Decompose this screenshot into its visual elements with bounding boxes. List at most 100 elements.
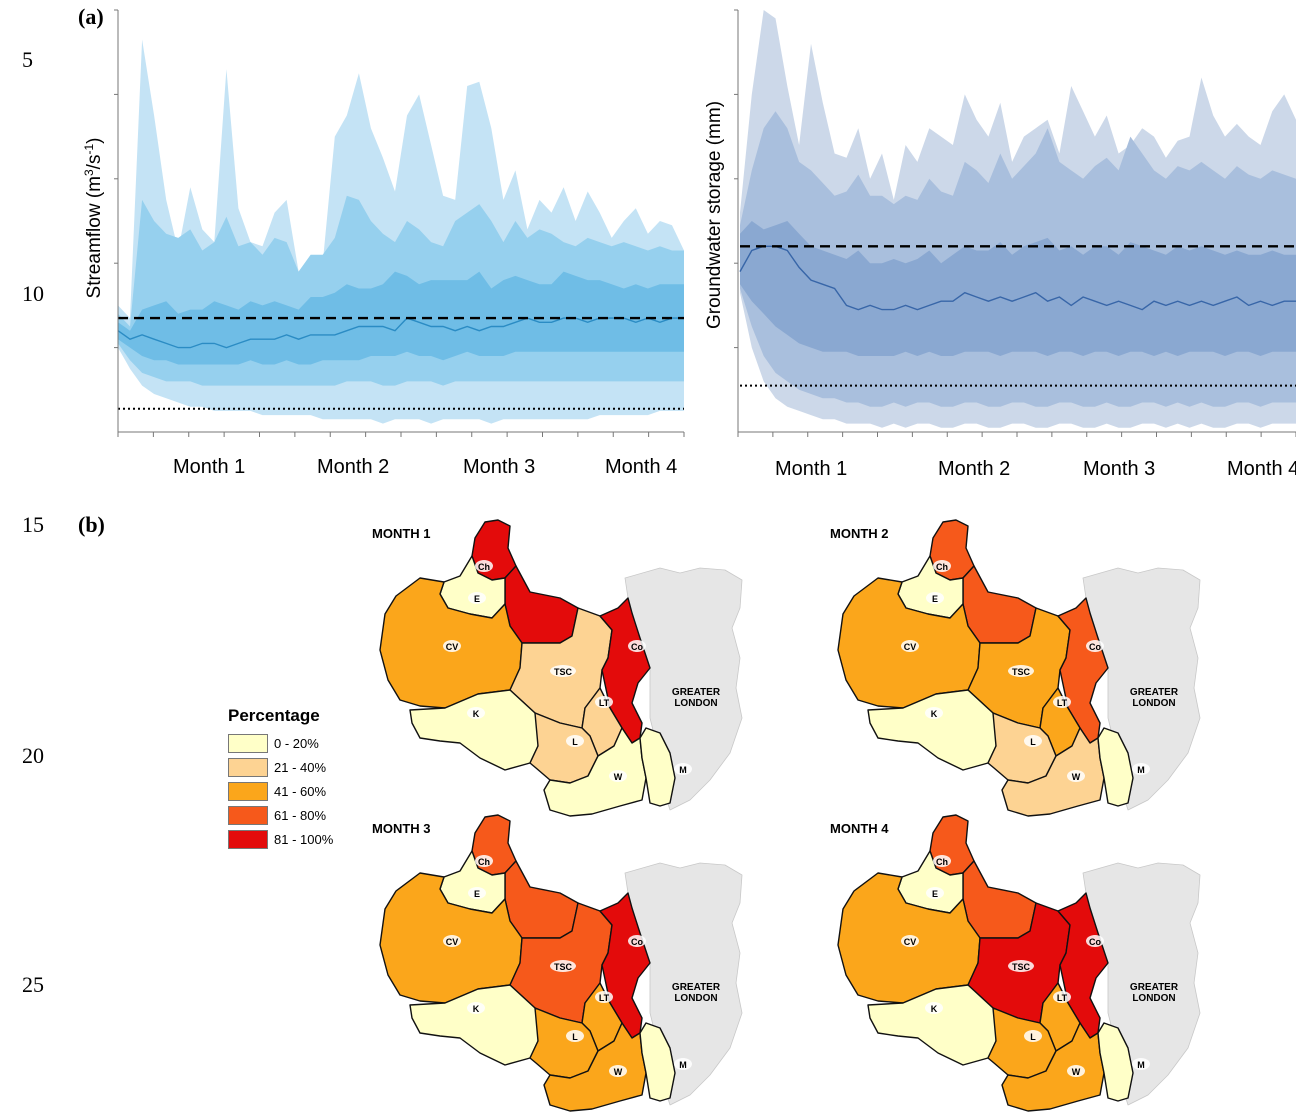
x-tick-label: Month 1 (775, 458, 847, 480)
inner-band (740, 221, 1296, 356)
greater-london-label-line1: GREATER (1130, 687, 1179, 698)
greater-london-label-line1: GREATER (672, 982, 721, 993)
line-number-20: 20 (22, 743, 44, 768)
legend-swatch (228, 733, 268, 753)
region-label: TSC (554, 667, 573, 677)
x-tick-label: Month 4 (1227, 458, 1296, 480)
region-label-badge (925, 1002, 943, 1014)
region-co (599, 597, 651, 744)
line-number-15: 15 (22, 512, 44, 537)
region-w (1001, 1022, 1105, 1112)
legend-swatch (228, 829, 268, 849)
region-label-badge (925, 707, 943, 719)
x-tick-label: Month 4 (605, 456, 677, 478)
greater-london-label-line2: LONDON (674, 993, 717, 1004)
region-label: M (1137, 765, 1145, 775)
map-title: MONTH 2 (830, 526, 889, 541)
region-ch2 (504, 565, 579, 644)
map-title: MONTH 3 (372, 821, 431, 836)
region-label-badge (595, 991, 613, 1003)
region-label-badge (1132, 763, 1150, 775)
region-label-badge (443, 640, 461, 652)
median-line (117, 317, 684, 349)
map-title: MONTH 4 (830, 821, 889, 836)
x-tick-label: Month 3 (1083, 458, 1155, 480)
region-label-badge (628, 640, 646, 652)
groundwater-y-axis-label: Groundwater storage (mm) (704, 101, 725, 329)
region-label: Co (631, 937, 643, 947)
region-label: M (1137, 1060, 1145, 1070)
region-m (1097, 1022, 1134, 1102)
legend-item: 21 - 40% (228, 756, 333, 778)
region-label: Ch (478, 562, 490, 572)
region-label-badge (1053, 696, 1071, 708)
inner-band (118, 271, 684, 365)
region-label: LT (1057, 698, 1068, 708)
region-label: K (473, 709, 480, 719)
region-label: W (1072, 1067, 1081, 1077)
legend-item: 61 - 80% (228, 804, 333, 826)
region-label: W (614, 1067, 623, 1077)
region-label: W (1072, 772, 1081, 782)
region-label-badge (1067, 770, 1085, 782)
region-label-badge (475, 560, 493, 572)
x-tick-label: Month 1 (173, 456, 245, 478)
region-label: L (572, 737, 578, 747)
region-label: E (474, 889, 480, 899)
region-label-badge (468, 887, 486, 899)
greater-london-label-line1: GREATER (672, 687, 721, 698)
region-label-badge (550, 960, 576, 972)
region-label: Ch (936, 857, 948, 867)
region-label: Ch (478, 857, 490, 867)
region-label-badge (595, 696, 613, 708)
region-label: E (932, 594, 938, 604)
region-label-badge (628, 935, 646, 947)
greater-london-label-line2: LONDON (1132, 993, 1175, 1004)
region-label: W (614, 772, 623, 782)
region-label-badge (674, 763, 692, 775)
region-label: TSC (1012, 667, 1031, 677)
region-label: K (931, 1004, 938, 1014)
region-label: CV (446, 642, 459, 652)
region-label-badge (467, 1002, 485, 1014)
region-label: Co (1089, 642, 1101, 652)
region-label: K (473, 1004, 480, 1014)
region-co (1057, 597, 1109, 744)
x-tick-label: Month 2 (938, 458, 1010, 480)
ylabel-mid: /s (84, 155, 105, 170)
region-label-badge (1067, 1065, 1085, 1077)
region-label: L (572, 1032, 578, 1042)
line-number-10: 10 (22, 281, 44, 306)
streamflow-chart: Month 1 Month 2 Month 3 Month 4 Streamflow … (82, 9, 685, 478)
region-label: Co (1089, 937, 1101, 947)
region-label-badge (926, 887, 944, 899)
region-co (599, 892, 651, 1039)
legend-label: 21 - 40% (274, 759, 327, 775)
greater-london-label-line2: LONDON (1132, 698, 1175, 709)
region-m (639, 1022, 676, 1102)
ylabel-prefix: Streamflow (m (84, 176, 105, 298)
panel-label-b: (b) (78, 512, 105, 537)
region-label: L (1030, 1032, 1036, 1042)
region-ch2 (504, 860, 579, 939)
region-label-badge (1053, 991, 1071, 1003)
greater-london-label-line1: GREATER (1130, 982, 1179, 993)
region-label: TSC (554, 962, 573, 972)
region-label: TSC (1012, 962, 1031, 972)
legend-title: Percentage (228, 706, 320, 725)
region-label-badge (933, 560, 951, 572)
legend-item: 41 - 60% (228, 780, 333, 802)
region-label-badge (1086, 935, 1104, 947)
legend-label: 81 - 100% (274, 831, 334, 847)
region-label-badge (933, 855, 951, 867)
region-label-badge (609, 770, 627, 782)
region-label: CV (904, 642, 917, 652)
ylabel-sup1: 3 (82, 169, 96, 176)
region-label: LT (599, 993, 610, 1003)
median-line (739, 245, 1296, 311)
region-label-badge (1024, 1030, 1042, 1042)
region-label: M (679, 765, 687, 775)
region-label: E (932, 889, 938, 899)
region-label: CV (446, 937, 459, 947)
